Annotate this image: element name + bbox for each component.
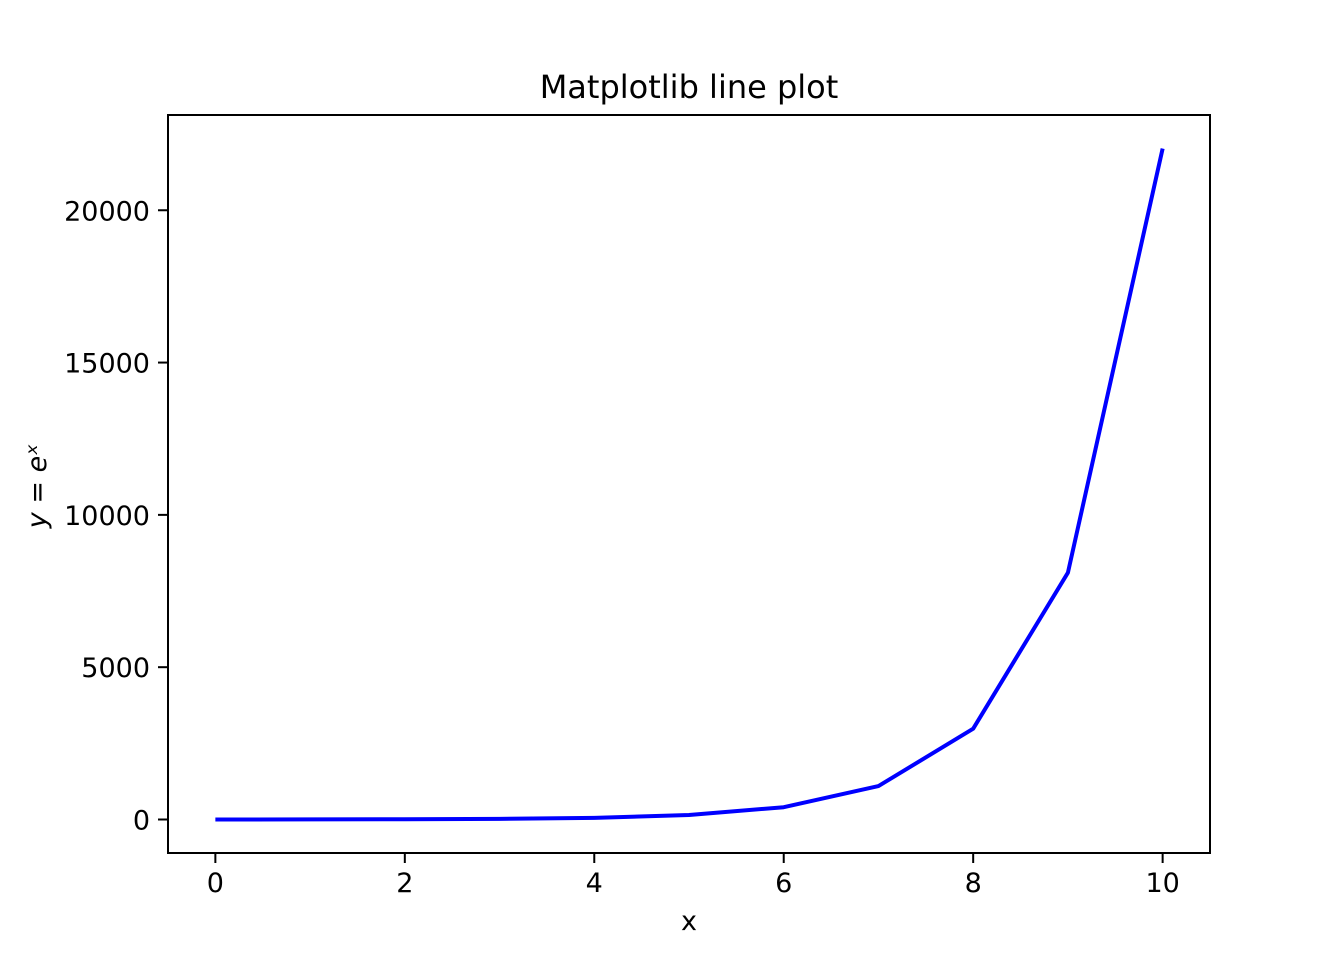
x-tick-label: 8 <box>965 868 982 899</box>
plot-frame <box>167 114 1211 854</box>
x-tick-label: 2 <box>396 868 413 899</box>
chart-title: Matplotlib line plot <box>540 68 839 106</box>
x-axis-label: x <box>681 906 697 937</box>
x-tick-label: 0 <box>207 868 224 899</box>
y-tick-label: 15000 <box>64 349 150 380</box>
x-tick-label: 4 <box>586 868 603 899</box>
y-tick-label: 5000 <box>81 653 150 684</box>
y-tick-label: 10000 <box>64 501 150 532</box>
x-tick-label: 10 <box>1145 868 1179 899</box>
y-tick-label: 20000 <box>64 196 150 227</box>
y-axis-label: y = eˣ <box>22 444 53 529</box>
y-tick-label: 0 <box>133 805 150 836</box>
line <box>215 148 1165 822</box>
x-tick-label: 6 <box>775 868 792 899</box>
